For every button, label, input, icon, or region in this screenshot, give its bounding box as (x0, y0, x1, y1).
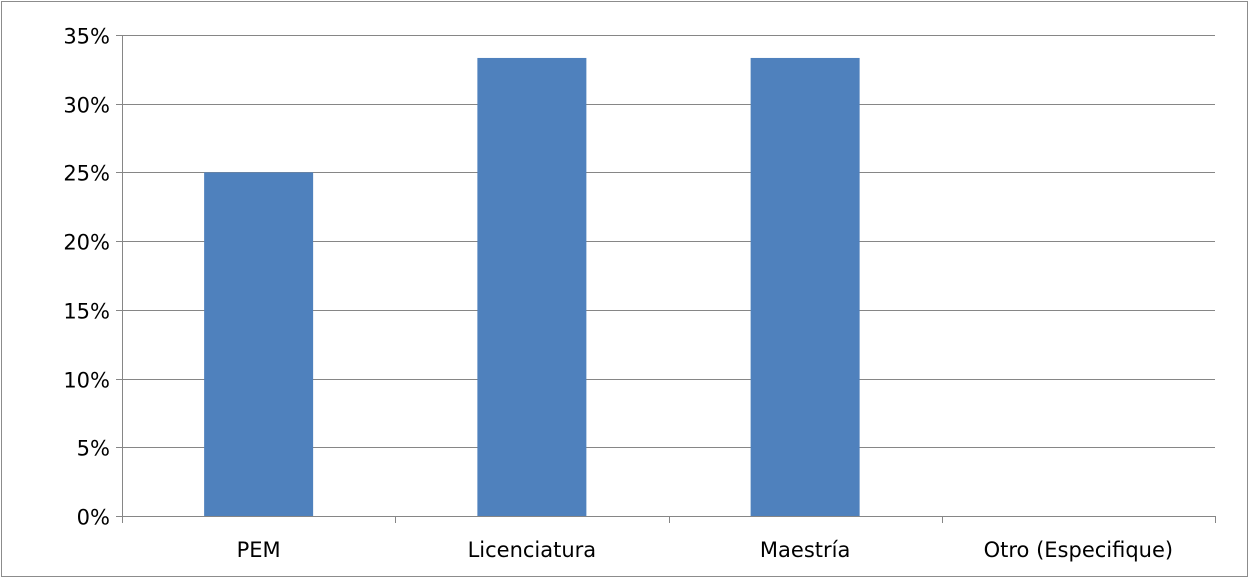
x-tick-label: Otro (Especifique) (984, 538, 1173, 562)
x-tick-label: PEM (237, 538, 281, 562)
x-tick-label: Maestría (760, 538, 850, 562)
tick-labels: 0% 5% 10% 15% 20% 25% 30% 35% PEM Licenciatura Mae… (63, 25, 1173, 563)
x-tick-label: Licenciatura (468, 538, 597, 562)
bar-2 (750, 57, 860, 517)
bars (204, 57, 860, 517)
y-tick-label: 25% (63, 162, 110, 186)
axes (116, 35, 1216, 523)
y-tick-label: 5% (77, 437, 110, 461)
y-tick-label: 20% (63, 231, 110, 255)
y-tick-label: 35% (63, 25, 110, 49)
y-tick-label: 15% (63, 300, 110, 324)
y-tick-label: 30% (63, 94, 110, 118)
bar-0 (204, 172, 314, 516)
bar-1 (477, 57, 587, 517)
y-tick-label: 0% (77, 506, 110, 530)
y-tick-label: 10% (63, 369, 110, 393)
